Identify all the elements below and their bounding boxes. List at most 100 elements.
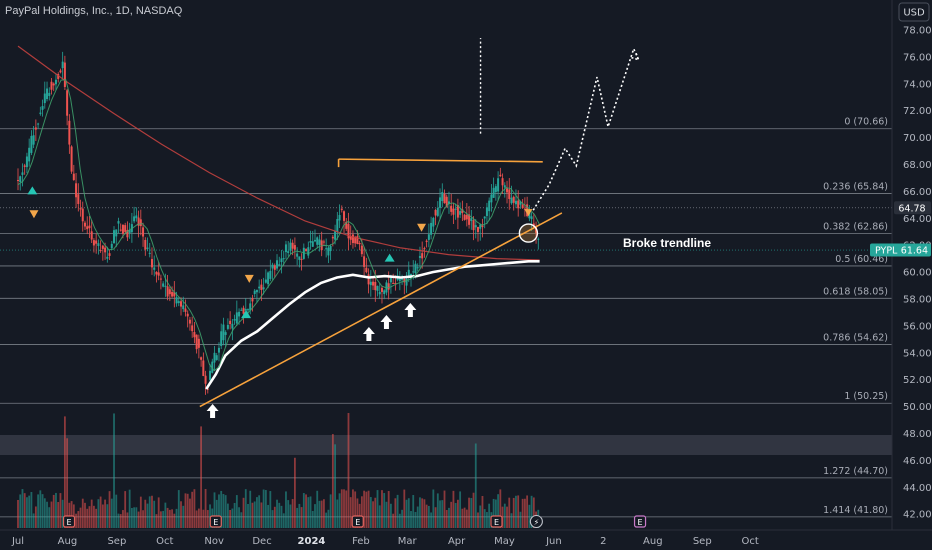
price-tick-label: 66.00 — [903, 187, 932, 198]
candle-body — [79, 208, 82, 210]
volume-bar — [46, 501, 48, 528]
volume-bar — [314, 504, 316, 528]
volume-bar — [184, 493, 187, 528]
volume-bar — [414, 511, 417, 528]
earnings-marker-label: E — [638, 518, 643, 527]
volume-bar — [369, 497, 372, 528]
candle-body — [148, 252, 151, 254]
volume-bar — [177, 490, 180, 528]
volume-bar — [142, 510, 144, 528]
volume-bar — [202, 509, 205, 528]
volume-bar — [349, 497, 352, 528]
volume-bar — [260, 502, 263, 528]
fib-level-label: 1 (50.25) — [844, 391, 888, 402]
volume-bar — [432, 489, 435, 528]
candle-body — [289, 242, 292, 251]
last-price-symbol: PYPL — [875, 246, 898, 257]
volume-bar — [160, 511, 162, 528]
price-tick-label: 52.00 — [903, 375, 932, 386]
volume-bar — [182, 505, 185, 528]
candle-body — [407, 269, 410, 278]
candle-body — [180, 301, 183, 307]
candle-body — [171, 292, 174, 297]
fib-level-label: 0.5 (60.46) — [835, 254, 888, 265]
volume-bar — [52, 494, 55, 528]
volume-bar — [148, 496, 151, 528]
currency-label: USD — [903, 8, 925, 19]
candle-body — [50, 81, 53, 90]
candle-body — [345, 221, 348, 229]
price-tick-label: 44.00 — [903, 483, 932, 494]
support-arrow-icon — [206, 404, 219, 418]
volume-bar — [316, 490, 319, 528]
currency-button[interactable]: USD — [898, 2, 930, 22]
volume-bar — [457, 499, 459, 528]
price-axis[interactable]: 78.00 76.00 74.00 72.00 70.00 68.00 66.00 64.00… — [891, 0, 932, 530]
projection-path — [532, 46, 640, 211]
volume-bar — [115, 494, 118, 528]
volume-bar — [503, 503, 506, 528]
volume-bar — [106, 504, 109, 528]
candle-body — [481, 225, 484, 227]
volume-bar — [287, 500, 290, 528]
volume-bar — [171, 509, 173, 528]
candle-body — [414, 263, 417, 273]
volume-bar — [99, 496, 102, 528]
volume-bar — [345, 490, 348, 528]
time-tick-label: Sep — [107, 536, 126, 547]
volume-bar — [146, 503, 149, 528]
candle-body — [54, 79, 57, 85]
volume-bar — [168, 509, 171, 528]
candle-body — [159, 278, 162, 280]
candle-body — [434, 209, 437, 216]
candle-body — [423, 248, 426, 250]
volume-bar — [461, 508, 464, 528]
candle-body — [57, 74, 60, 79]
volume-bar — [385, 501, 388, 528]
candle-body — [238, 311, 241, 317]
candle-body — [267, 272, 270, 285]
volume-bar — [398, 513, 401, 528]
volume-bar — [450, 501, 453, 528]
candle-body — [519, 201, 522, 205]
volume-bar — [499, 489, 502, 528]
time-axis[interactable]: Jul Aug Sep Oct Nov Dec 2024 Feb Mar Apr May Jun 2 Au… — [0, 529, 932, 547]
volume-bar — [249, 490, 252, 528]
candle-body — [307, 247, 310, 256]
candle-body — [249, 303, 252, 311]
volume-bar — [32, 513, 35, 528]
price-tick-label: 72.00 — [903, 106, 932, 117]
volume-bar — [497, 494, 499, 528]
volume-bar — [59, 493, 62, 528]
candle-body — [367, 274, 370, 285]
candle-body — [508, 189, 511, 199]
candle-body — [287, 251, 290, 253]
candle-body — [483, 216, 486, 219]
volume-bar — [302, 493, 305, 528]
candle-body — [23, 165, 26, 167]
candle-body — [354, 236, 357, 244]
volume-bar — [197, 508, 200, 528]
ma-slow-line — [205, 260, 540, 390]
candle-body — [262, 287, 265, 290]
candle-body — [369, 281, 372, 286]
candle-body — [456, 205, 459, 218]
candle-body — [351, 234, 354, 244]
buy-signal-marker — [27, 186, 38, 195]
candle-body — [305, 249, 308, 251]
candle-body — [347, 223, 350, 239]
price-tick-label: 70.00 — [903, 133, 932, 144]
candle-body — [501, 178, 504, 186]
volume-bar — [63, 416, 66, 528]
time-tick-label: Jul — [11, 536, 24, 547]
dividend-marker-label: ⚡ — [534, 518, 540, 527]
candle-body — [383, 290, 386, 295]
candle-body — [39, 112, 42, 114]
volume-bar — [434, 507, 437, 528]
candle-body — [182, 305, 185, 310]
volume-bar — [305, 494, 307, 528]
candle-body — [479, 224, 482, 229]
candle-body — [276, 260, 279, 269]
candle-body — [202, 360, 205, 376]
